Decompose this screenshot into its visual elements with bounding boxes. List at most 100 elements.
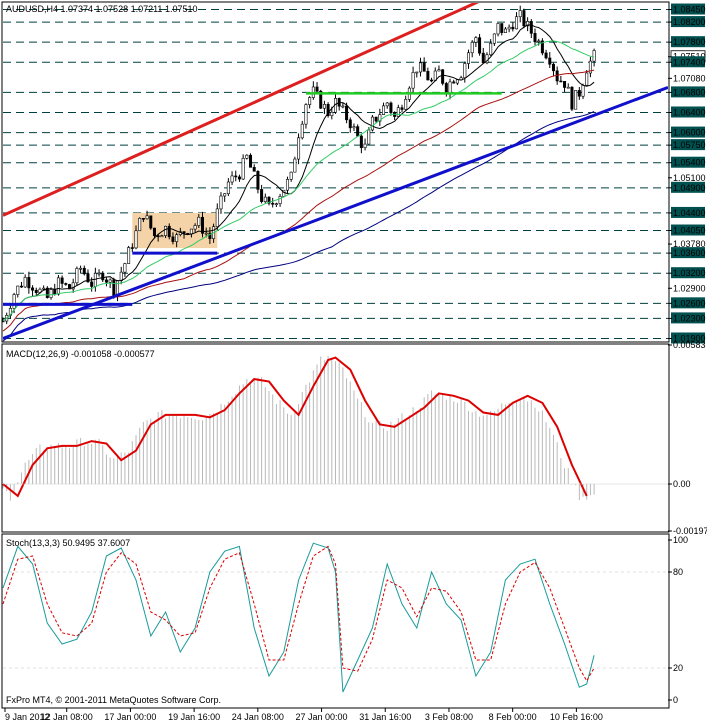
price-candles <box>1 5 596 342</box>
candle-body-94 <box>348 119 352 129</box>
candle-body-22 <box>82 267 86 275</box>
candle-body-89 <box>330 111 334 116</box>
candle-body-156 <box>577 90 581 97</box>
price-tick-label-19: 1.02600 <box>673 298 706 308</box>
candle-body-113 <box>418 62 422 73</box>
candle-body-119 <box>441 69 445 84</box>
price-tick-label-12: 1.04900 <box>673 183 706 193</box>
candle-body-20 <box>75 268 79 284</box>
candle-body-63 <box>234 175 238 178</box>
candle-body-139 <box>515 16 519 30</box>
price-tag-17 <box>671 267 705 279</box>
candle-body-77 <box>285 179 289 191</box>
macd-tick-label-0: 0.00583 <box>673 340 706 350</box>
price-tick-label-1: 1.08200 <box>673 17 706 27</box>
price-tick-label-18: 1.02900 <box>673 283 706 293</box>
x-tick-label-6: 31 Jan 16:00 <box>359 712 411 722</box>
candle-body-53 <box>197 216 201 226</box>
candle-body-47 <box>175 234 179 242</box>
candle-body-23 <box>86 273 90 283</box>
candle-body-28 <box>104 279 108 283</box>
candle-body-78 <box>289 171 293 180</box>
price-tick-label-0: 1.08450 <box>673 5 706 15</box>
candle-body-15 <box>56 277 60 295</box>
candle-body-65 <box>241 158 245 180</box>
candle-body-13 <box>49 289 53 298</box>
ma-slow-line <box>2 69 595 332</box>
candle-body-25 <box>93 273 97 287</box>
candle-body-100 <box>370 116 374 131</box>
candle-body-128 <box>474 37 478 43</box>
candle-body-134 <box>496 23 500 35</box>
price-tick-label-7: 1.06400 <box>673 107 706 117</box>
candle-body-122 <box>452 81 456 84</box>
candle-body-93 <box>345 105 349 121</box>
candle-body-34 <box>127 247 131 264</box>
candle-body-102 <box>378 114 382 122</box>
candle-body-7 <box>27 277 31 289</box>
candle-body-132 <box>489 42 493 56</box>
candle-body-127 <box>470 41 474 54</box>
stoch-panel <box>1 533 670 709</box>
candle-body-9 <box>34 289 38 293</box>
candle-body-88 <box>326 104 330 116</box>
stoch-tick-label-2: 20 <box>673 663 683 673</box>
price-tag-19 <box>671 297 705 309</box>
price-tag-4 <box>671 56 705 68</box>
candle-body-97 <box>359 135 363 148</box>
candle-body-68 <box>252 167 256 172</box>
candle-body-159 <box>588 60 592 74</box>
candle-body-95 <box>352 126 356 129</box>
price-tag-9 <box>671 139 705 151</box>
candle-body-148 <box>548 57 552 65</box>
price-tag-0 <box>671 3 705 15</box>
candle-body-5 <box>19 285 23 288</box>
candle-body-152 <box>563 80 567 88</box>
price-tick-label-14: 1.04050 <box>673 226 706 236</box>
candle-body-86 <box>319 90 323 109</box>
candle-body-40 <box>149 215 153 229</box>
candle-body-115 <box>426 71 430 81</box>
candle-body-31 <box>116 280 120 296</box>
candle-body-154 <box>570 86 574 110</box>
candle-body-109 <box>404 99 408 110</box>
stoch-tick-label-1: 80 <box>673 567 683 577</box>
price-tag-2 <box>671 36 705 48</box>
candle-body-49 <box>182 231 186 234</box>
candle-body-36 <box>134 230 138 249</box>
candle-body-24 <box>90 281 94 287</box>
candle-body-26 <box>97 272 101 275</box>
price-tick-label-8: 1.06000 <box>673 128 706 138</box>
candle-body-35 <box>130 247 134 249</box>
x-tick-label-5: 27 Jan 00:00 <box>296 712 348 722</box>
price-tick-label-6: 1.06800 <box>673 87 706 97</box>
candle-body-107 <box>396 107 400 117</box>
candle-body-69 <box>256 171 260 190</box>
price-tick-label-11: 1.05100 <box>673 173 706 183</box>
candle-body-143 <box>529 21 533 34</box>
candle-body-0 <box>1 320 5 323</box>
candle-body-74 <box>274 203 278 206</box>
candle-body-118 <box>437 69 441 72</box>
candle-body-4 <box>16 285 20 295</box>
candle-body-21 <box>79 267 83 270</box>
candle-body-45 <box>167 225 171 238</box>
x-tick-label-8: 8 Feb 00:00 <box>489 712 537 722</box>
candle-body-103 <box>382 105 386 115</box>
candle-body-51 <box>189 228 193 235</box>
stoch-layer: 100 80 20 0 <box>2 535 688 705</box>
candle-body-41 <box>152 227 156 236</box>
candle-body-30 <box>112 279 116 296</box>
candle-body-29 <box>108 279 112 283</box>
ma-long-line <box>2 111 595 342</box>
candle-body-14 <box>53 289 57 295</box>
candle-body-39 <box>145 215 149 220</box>
candle-body-157 <box>581 84 585 97</box>
candle-body-61 <box>226 181 230 194</box>
candle-body-8 <box>31 287 35 291</box>
price-annotations <box>3 3 668 340</box>
candle-body-44 <box>164 225 168 236</box>
price-tick-label-17: 1.03200 <box>673 268 706 278</box>
candle-body-27 <box>101 272 105 281</box>
